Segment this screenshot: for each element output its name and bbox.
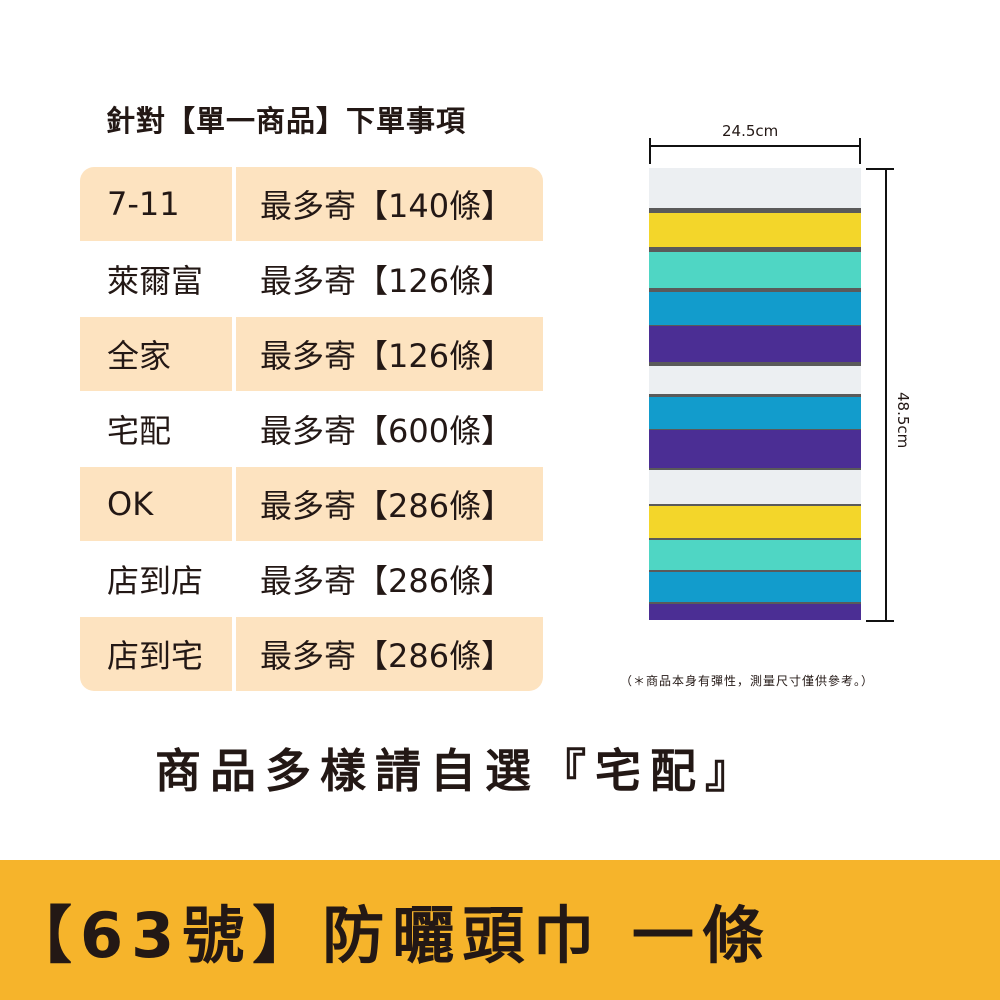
height-label: 48.5cm bbox=[894, 392, 912, 449]
shipping-limit-table: 7-11 最多寄【140條】 萊爾富 最多寄【126條】 全家 最多寄【126條】 宅… bbox=[80, 167, 543, 692]
carrier-cell: 全家 bbox=[80, 317, 232, 391]
table-row: 店到宅 最多寄【286條】 bbox=[80, 617, 543, 691]
table-row: OK 最多寄【286條】 bbox=[80, 467, 543, 541]
page-title: 針對【單一商品】下單事項 bbox=[106, 104, 467, 138]
table-row: 全家 最多寄【126條】 bbox=[80, 317, 543, 391]
carrier-cell: OK bbox=[80, 467, 232, 541]
height-tick-bottom bbox=[866, 620, 894, 622]
limit-cell: 最多寄【286條】 bbox=[236, 467, 543, 541]
table-row: 萊爾富 最多寄【126條】 bbox=[80, 242, 543, 316]
carrier-cell: 宅配 bbox=[107, 412, 172, 450]
table-row: 宅配 最多寄【600條】 bbox=[80, 392, 543, 466]
headline: 商品多樣請自選『宅配』 bbox=[155, 744, 760, 798]
height-tick-top bbox=[866, 168, 894, 170]
limit-cell: 最多寄【286條】 bbox=[260, 562, 514, 600]
height-arrow bbox=[885, 170, 887, 620]
table-row: 7-11 最多寄【140條】 bbox=[80, 167, 543, 241]
product-image-headband bbox=[649, 168, 861, 620]
limit-cell: 最多寄【600條】 bbox=[260, 412, 514, 450]
width-tick-left bbox=[649, 138, 651, 164]
carrier-cell: 萊爾富 bbox=[107, 262, 204, 300]
limit-cell: 最多寄【286條】 bbox=[236, 617, 543, 691]
carrier-cell: 店到店 bbox=[107, 562, 204, 600]
limit-cell: 最多寄【140條】 bbox=[236, 167, 543, 241]
product-name: 【63號】防曬頭巾 一條 bbox=[10, 899, 772, 972]
size-disclaimer: （＊商品本身有彈性，測量尺寸僅供參考。） bbox=[620, 674, 875, 688]
product-banner: 【63號】防曬頭巾 一條 bbox=[0, 860, 1000, 1000]
table-row: 店到店 最多寄【286條】 bbox=[80, 542, 543, 616]
width-arrow bbox=[651, 145, 859, 147]
limit-cell: 最多寄【126條】 bbox=[260, 262, 514, 300]
limit-cell: 最多寄【126條】 bbox=[236, 317, 543, 391]
width-tick-right bbox=[859, 138, 861, 164]
width-label: 24.5cm bbox=[722, 122, 779, 140]
carrier-cell: 店到宅 bbox=[80, 617, 232, 691]
carrier-cell: 7-11 bbox=[80, 167, 232, 241]
